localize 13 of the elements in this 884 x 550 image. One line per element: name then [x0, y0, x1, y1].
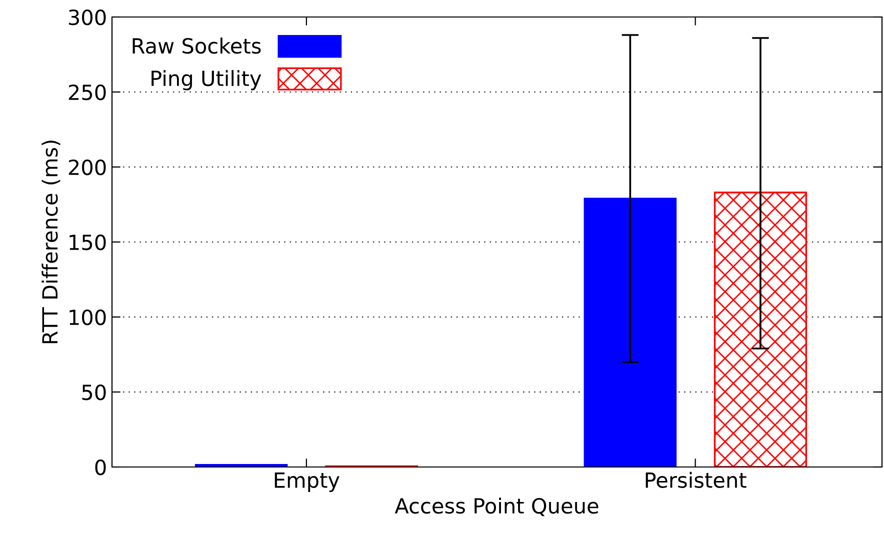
y-tick-label: 100 [70, 309, 106, 326]
x-axis-title: Access Point Queue [394, 498, 598, 516]
y-tick-label: 250 [68, 84, 106, 100]
legend-label: Ping Utility [152, 70, 262, 90]
y-axis-title: RTT Difference (ms) [42, 140, 60, 344]
x-tick-label: Empty [274, 472, 340, 492]
y-tick-label: 50 [82, 384, 106, 400]
y-tick-label: 300 [68, 9, 106, 26]
x-tick-label: Persistent [646, 472, 746, 488]
y-tick-label: 200 [68, 159, 106, 176]
y-tick-label: 150 [70, 234, 106, 250]
legend-label: Raw Sockets [132, 38, 261, 54]
y-tick-label: 0 [95, 459, 106, 476]
